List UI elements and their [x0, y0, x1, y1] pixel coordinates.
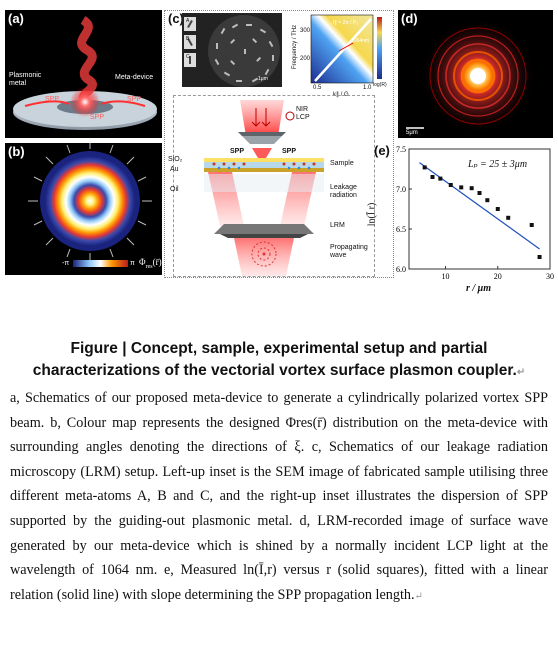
- data-point: [430, 175, 435, 179]
- lrm-setup-drawing: [204, 100, 324, 276]
- data-point: [506, 215, 511, 220]
- x-tick-label: 10: [442, 272, 450, 281]
- spp-right-label: SPP: [127, 96, 142, 103]
- panel-b-colormap: [28, 141, 152, 267]
- phi-sub: res: [145, 263, 153, 270]
- data-point: [422, 165, 427, 170]
- sem-label-b: B: [186, 36, 190, 42]
- disp-eq: f∥ = 2π / Pₓ: [333, 20, 358, 26]
- panel-e-label: (e): [374, 143, 390, 158]
- fit-line: [419, 162, 540, 250]
- lrm-setup: NIR LCP SiO₂ Au SPP SPP Sample Oil Leaka…: [168, 95, 375, 277]
- panel-c: (c): [164, 10, 394, 278]
- spp-left-label: SPP: [45, 96, 60, 103]
- phi-symbol: Φ: [139, 257, 146, 267]
- figure-caption-title: Figure | Concept, sample, experimental s…: [8, 338, 550, 384]
- dispersion-map: [310, 14, 382, 84]
- return-mark-icon: ↵: [414, 590, 423, 602]
- x-tick-label: 30: [546, 272, 554, 281]
- data-point: [459, 185, 464, 190]
- plasmonic-metal-label: Plasmonic metal: [9, 72, 42, 87]
- panel-d-scale: 5μm: [406, 130, 418, 136]
- disp-ytick-200: 200: [300, 56, 311, 62]
- disp-ylabel: Frequency / THz: [292, 24, 299, 70]
- panel-b: (b) -π π Φres(r̄): [5, 141, 162, 275]
- data-point: [438, 176, 443, 181]
- propagating-label: Propagating wave: [330, 244, 368, 259]
- y-tick-label: 6.5: [396, 225, 406, 234]
- phi-arg: (r̄): [152, 257, 162, 267]
- y-tick-label: 6.0: [396, 265, 406, 274]
- data-point: [448, 183, 453, 187]
- data-point: [469, 186, 474, 191]
- sem-scale: 1μm: [258, 76, 268, 82]
- disp-colorbar-label: log(R): [373, 82, 387, 88]
- sem-label-c: C: [186, 54, 190, 60]
- data-point: [537, 255, 542, 259]
- panel-c-label: (c): [168, 11, 184, 26]
- figure-caption-body: a, Schematics of our proposed meta-devic…: [10, 386, 548, 609]
- meta-device-label: Meta-device: [115, 74, 154, 81]
- panel-e: (e) 10 20 30 6.0 6.5 7.0 7.5 Lₚ = 25 ± 3μm r /…: [366, 143, 556, 294]
- oil-label: Oil: [170, 186, 179, 193]
- nir-lcp-label: NIR LCP: [296, 106, 310, 121]
- lrm-label: LRM: [330, 222, 345, 229]
- plot-frame: [408, 148, 551, 270]
- disp-ytick-300: 300: [300, 28, 311, 34]
- colorbar-symbol: Φres(r̄): [139, 257, 162, 270]
- decay-chart: 10 20 30 6.0 6.5 7.0 7.5: [396, 145, 554, 281]
- chart-annotation: Lₚ = 25 ± 3μm: [468, 159, 528, 170]
- sample-label: Sample: [330, 160, 354, 167]
- au-label: Au: [170, 166, 179, 173]
- dispersion-inset: Frequency / THz 300 200 0.5 1.0 k∥ / G f…: [292, 13, 391, 99]
- panel-a: (a) Plasmonic metal Meta-device SPP SPP …: [5, 10, 162, 138]
- chart-ylabel: ln(Ī r): [366, 202, 378, 227]
- colorbar-max: π: [130, 260, 135, 267]
- figure-caption-title-text: Figure | Concept, sample, experimental s…: [32, 340, 517, 379]
- sem-inset: A B C 1μm: [182, 13, 282, 87]
- data-point: [529, 223, 534, 227]
- panel-d-label: (d): [401, 11, 418, 26]
- disp-xtick-05: 0.5: [313, 85, 322, 91]
- spp-mid-label: SPP: [90, 114, 105, 121]
- panel-a-label: (a): [8, 11, 24, 26]
- leakage-label: Leakage radiation: [330, 184, 357, 199]
- y-tick-label: 7.5: [396, 145, 406, 154]
- disp-xtick-10: 1.0: [363, 85, 372, 91]
- data-point: [477, 191, 482, 195]
- sem-label-a: A: [186, 18, 190, 24]
- chart-xlabel: r / μm: [466, 283, 492, 294]
- disp-wavelength: 1064nm: [351, 38, 370, 44]
- lrm-image: [406, 18, 536, 134]
- data-point: [495, 207, 500, 211]
- x-tick-label: 20: [494, 272, 502, 281]
- y-tick-label: 7.0: [396, 185, 406, 194]
- return-mark-icon: ↵: [516, 367, 526, 378]
- sem-pattern: [184, 15, 280, 87]
- spp-left-setup-label: SPP: [230, 148, 245, 155]
- panel-a-illustration: [13, 16, 157, 130]
- direction-arrows: [28, 141, 152, 263]
- spp-right-setup-label: SPP: [282, 148, 297, 155]
- sio2-label: SiO₂: [168, 156, 183, 163]
- figure-caption-body-text: a, Schematics of our proposed meta-devic…: [10, 390, 548, 603]
- panel-d: (d) 5μm: [398, 10, 553, 138]
- panel-b-label: (b): [8, 144, 25, 159]
- colorbar-min: -π: [62, 260, 70, 267]
- colorbar: [73, 260, 128, 267]
- data-point: [485, 198, 490, 203]
